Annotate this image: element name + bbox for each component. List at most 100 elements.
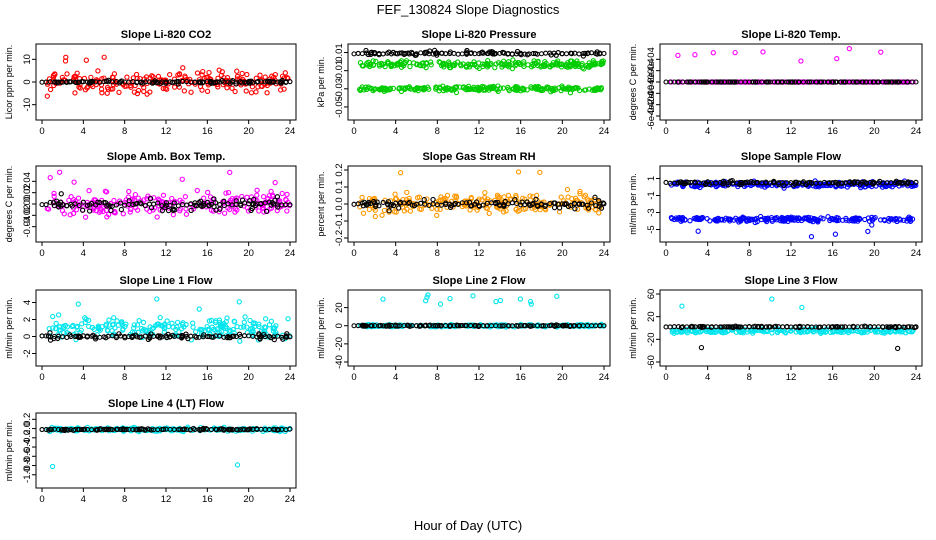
data-point [256,208,262,214]
data-point [285,316,291,322]
y-axis-label: ml/min per min. [316,297,326,359]
data-point [415,87,421,94]
panel-title: Slope Line 4 (LT) Flow [108,398,224,410]
data-point [372,213,379,220]
data-point [155,200,161,206]
data-point [479,61,486,67]
data-point [151,195,157,201]
data-point [106,317,112,323]
data-point [595,61,601,67]
points [351,47,607,96]
x-tick-label: 24 [285,126,296,137]
data-point [61,211,67,217]
data-point [199,87,205,93]
data-point [234,68,240,74]
x-tick-label: 4 [705,126,710,137]
x-tick-label: 4 [705,372,710,383]
data-point [574,58,580,64]
data-point [179,176,185,182]
data-point [281,86,287,92]
data-point [830,217,837,223]
data-point [505,192,512,199]
data-point [707,329,713,335]
data-point [596,210,602,216]
data-point [913,179,919,185]
y-tick-label: 20 [646,311,657,322]
y-tick-label: -0.03 [334,78,345,100]
data-point [584,196,590,202]
x-tick-label: 12 [161,126,172,137]
data-point [540,323,546,329]
data-point [764,216,771,222]
data-point [483,205,489,211]
x-tick-label: 0 [39,126,44,137]
data-point [416,194,423,200]
data-point [363,202,370,208]
data-point [50,325,56,331]
data-point [47,199,53,205]
data-point [528,64,535,70]
data-point [780,324,786,330]
data-point [167,202,173,208]
data-point [528,84,534,90]
data-point [111,71,118,77]
data-point [93,202,99,208]
data-point [882,217,888,224]
data-point [104,84,111,91]
data-point [236,299,242,305]
data-point [67,212,73,218]
data-point [856,215,862,221]
data-point [155,321,161,327]
data-point [474,207,480,213]
data-point [476,85,482,91]
data-point [234,76,241,82]
x-tick-label: 4 [705,248,710,259]
data-point [542,63,548,69]
data-point [577,188,583,195]
data-point [208,317,215,323]
data-point [710,50,716,56]
y-tick-label: -0.05 [334,96,345,118]
data-point [416,62,423,68]
data-point [164,318,170,324]
data-point [101,199,107,206]
data-point [50,74,57,81]
data-point [503,208,509,214]
y-tick-label: -20 [334,337,345,351]
data-point [547,63,553,70]
data-point [140,319,147,326]
data-point [359,194,365,201]
x-tick-label: 16 [515,248,526,259]
data-point [512,62,518,69]
data-point [806,79,813,85]
x-tick-label: 0 [351,248,356,259]
data-point [103,321,109,327]
y-tick-label: -0.04 [22,216,33,238]
data-point [562,86,569,92]
data-point [157,314,163,321]
data-point [799,304,805,311]
data-point [894,79,900,85]
y-tick-label: 0.0 [22,422,33,435]
data-point [426,202,432,209]
data-point [44,93,50,99]
data-point [176,84,182,90]
data-point [566,86,572,92]
data-point [227,169,233,176]
x-tick-label: 24 [911,126,922,137]
data-point [485,85,491,91]
data-point [167,72,173,78]
data-point [399,85,405,91]
data-point [564,186,571,193]
data-point [698,79,705,85]
data-point [256,321,262,327]
data-point [110,81,117,88]
data-point [272,179,278,186]
data-point [143,328,149,334]
data-point [274,194,281,200]
data-point [204,199,210,205]
data-point [373,58,379,65]
data-point [502,61,508,67]
data-point [268,188,274,195]
data-point [208,201,215,207]
